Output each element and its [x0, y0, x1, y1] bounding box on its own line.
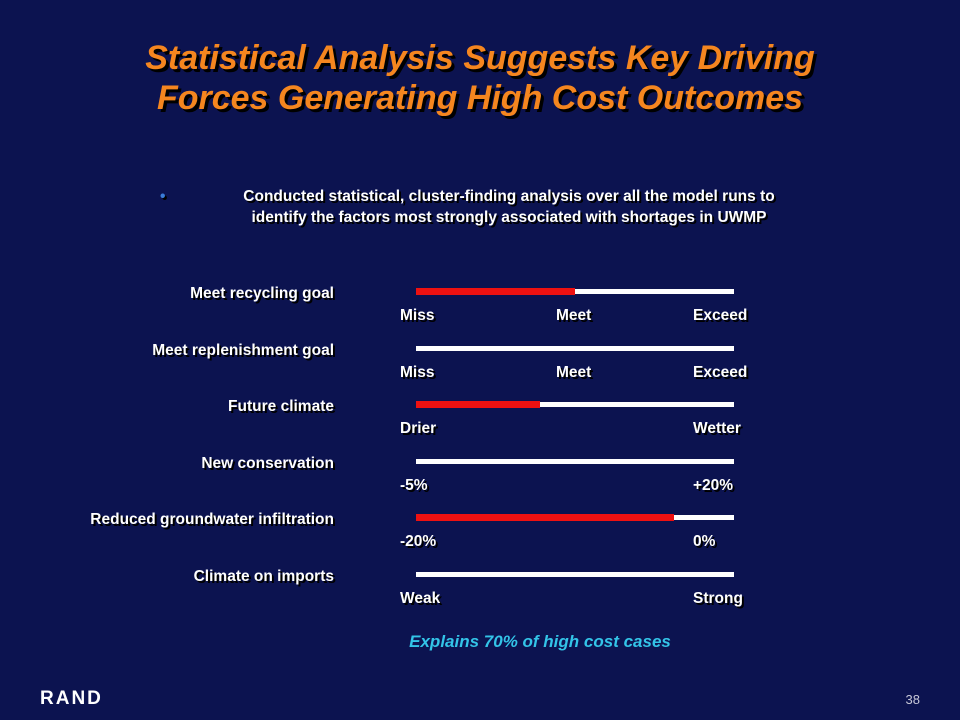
factor-tick-label: -5% — [400, 476, 428, 494]
bullet-line-2: identify the factors most strongly assoc… — [251, 209, 767, 226]
factor-tick-label: 0% — [693, 533, 716, 550]
high-cost-range-highlight — [416, 288, 575, 295]
factor-tick-label: +20% — [693, 476, 734, 494]
factor-tick-label: Exceed — [693, 363, 748, 381]
factor-tick-label: Meet — [556, 307, 592, 324]
factor-tick-label: Weak — [400, 589, 441, 607]
rand-logo: RAND — [40, 688, 103, 709]
slide-title-line-2: Forces Generating High Cost Outcomes — [156, 79, 804, 117]
high-cost-range-highlight — [416, 401, 540, 408]
factor-label: New conservation — [201, 454, 334, 472]
high-cost-range-highlight — [416, 514, 674, 521]
factor-tick-label: Exceed — [693, 307, 748, 324]
bullet-dot-icon: • — [160, 188, 166, 205]
bullet-line-1: Conducted statistical, cluster-finding a… — [243, 188, 775, 205]
factor-tick-label: Wetter — [693, 420, 741, 437]
factor-tick-label: Drier — [400, 420, 437, 437]
factor-range-bar — [416, 458, 734, 464]
factor-label: Meet recycling goal — [190, 285, 334, 302]
factor-tick-label: Meet — [556, 363, 592, 381]
factor-label: Reduced groundwater infiltration — [90, 511, 334, 528]
factor-label: Future climate — [228, 398, 334, 415]
slide-title-line-1: Statistical Analysis Suggests Key Drivin… — [145, 39, 815, 77]
factor-tick-label: Miss — [400, 307, 435, 324]
factor-label: Climate on imports — [193, 567, 334, 585]
bullet-point: • Conducted statistical, cluster-finding… — [160, 186, 840, 228]
factor-label: Meet replenishment goal — [152, 341, 334, 359]
factor-range-bar — [416, 345, 734, 351]
factor-tick-label: Miss — [400, 363, 435, 381]
factor-tick-label: Strong — [693, 589, 743, 607]
slide-title: Statistical Analysis Suggests Key Drivin… — [0, 38, 960, 118]
factor-range-bar — [416, 289, 734, 294]
factor-tick-label: -20% — [400, 533, 437, 550]
factor-range-bar — [416, 402, 734, 407]
factor-range-bar — [416, 571, 734, 577]
page-number: 38 — [905, 692, 920, 707]
footnote: Explains 70% of high cost cases — [409, 632, 671, 651]
